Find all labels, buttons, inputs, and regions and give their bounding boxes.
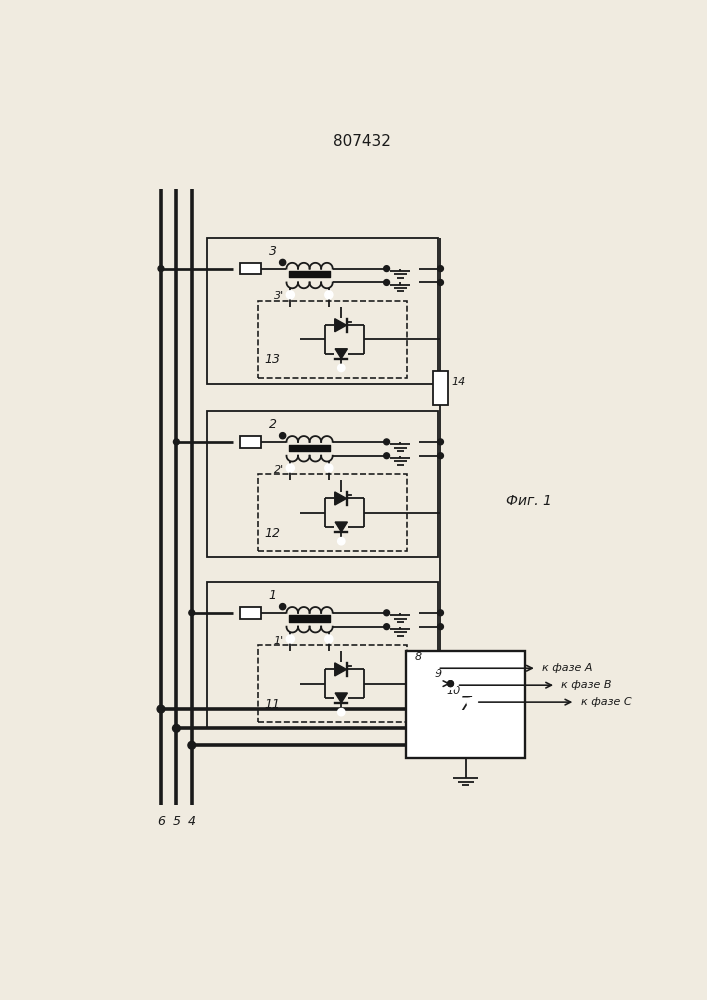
Circle shape — [428, 664, 437, 672]
Circle shape — [325, 291, 333, 299]
Text: Фиг. 1: Фиг. 1 — [506, 494, 552, 508]
Circle shape — [384, 624, 390, 630]
Polygon shape — [334, 663, 346, 676]
Bar — [240, 436, 261, 448]
Polygon shape — [334, 319, 346, 332]
Circle shape — [173, 724, 180, 732]
Circle shape — [279, 604, 286, 610]
Circle shape — [325, 635, 333, 643]
Polygon shape — [335, 349, 347, 359]
Circle shape — [384, 280, 390, 285]
Circle shape — [286, 291, 294, 299]
Circle shape — [286, 464, 294, 472]
Polygon shape — [335, 693, 347, 703]
Text: к фазе B: к фазе B — [561, 680, 612, 690]
Circle shape — [384, 610, 390, 616]
Circle shape — [438, 266, 443, 272]
Text: 4: 4 — [188, 815, 196, 828]
Circle shape — [157, 705, 165, 713]
Text: 12: 12 — [264, 527, 280, 540]
Text: 11: 11 — [264, 698, 280, 711]
Circle shape — [467, 698, 476, 706]
Text: 1: 1 — [269, 589, 276, 602]
Text: 14: 14 — [451, 377, 465, 387]
Text: 6: 6 — [157, 815, 165, 828]
Circle shape — [438, 439, 443, 445]
Circle shape — [158, 266, 164, 272]
Text: 8: 8 — [415, 652, 422, 662]
Text: 2': 2' — [274, 465, 284, 475]
Text: 1': 1' — [274, 636, 284, 646]
Bar — [207, 411, 438, 557]
Text: 9: 9 — [434, 669, 441, 679]
Circle shape — [279, 259, 286, 266]
Bar — [258, 474, 407, 551]
Circle shape — [438, 624, 443, 630]
Circle shape — [448, 681, 456, 689]
Text: 7: 7 — [460, 695, 472, 714]
Text: 13: 13 — [264, 353, 280, 366]
Circle shape — [173, 439, 180, 445]
Circle shape — [384, 266, 390, 272]
Bar — [207, 238, 438, 384]
Text: 807432: 807432 — [333, 134, 391, 149]
Bar — [258, 301, 407, 378]
Circle shape — [438, 610, 443, 616]
Circle shape — [286, 635, 294, 643]
Polygon shape — [335, 522, 347, 532]
Bar — [207, 582, 438, 728]
Bar — [240, 263, 261, 274]
Text: 5: 5 — [173, 815, 180, 828]
Circle shape — [384, 439, 390, 445]
Circle shape — [189, 610, 194, 616]
Circle shape — [438, 280, 443, 285]
Bar — [240, 607, 261, 619]
Circle shape — [325, 464, 333, 472]
Circle shape — [384, 453, 390, 459]
Text: к фазе C: к фазе C — [580, 697, 631, 707]
Bar — [258, 645, 407, 722]
Circle shape — [438, 453, 443, 459]
Circle shape — [338, 709, 345, 716]
Bar — [406, 651, 525, 758]
Text: 10: 10 — [446, 686, 460, 696]
Circle shape — [188, 741, 196, 749]
Text: 3: 3 — [269, 245, 276, 258]
Text: 2: 2 — [269, 418, 276, 431]
Polygon shape — [334, 492, 346, 505]
Circle shape — [338, 538, 345, 545]
Circle shape — [448, 681, 453, 687]
Bar — [433, 371, 448, 405]
Circle shape — [279, 433, 286, 439]
Text: к фазе A: к фазе A — [542, 663, 592, 673]
Text: 3': 3' — [274, 291, 284, 301]
Circle shape — [448, 681, 453, 687]
Circle shape — [338, 364, 345, 371]
